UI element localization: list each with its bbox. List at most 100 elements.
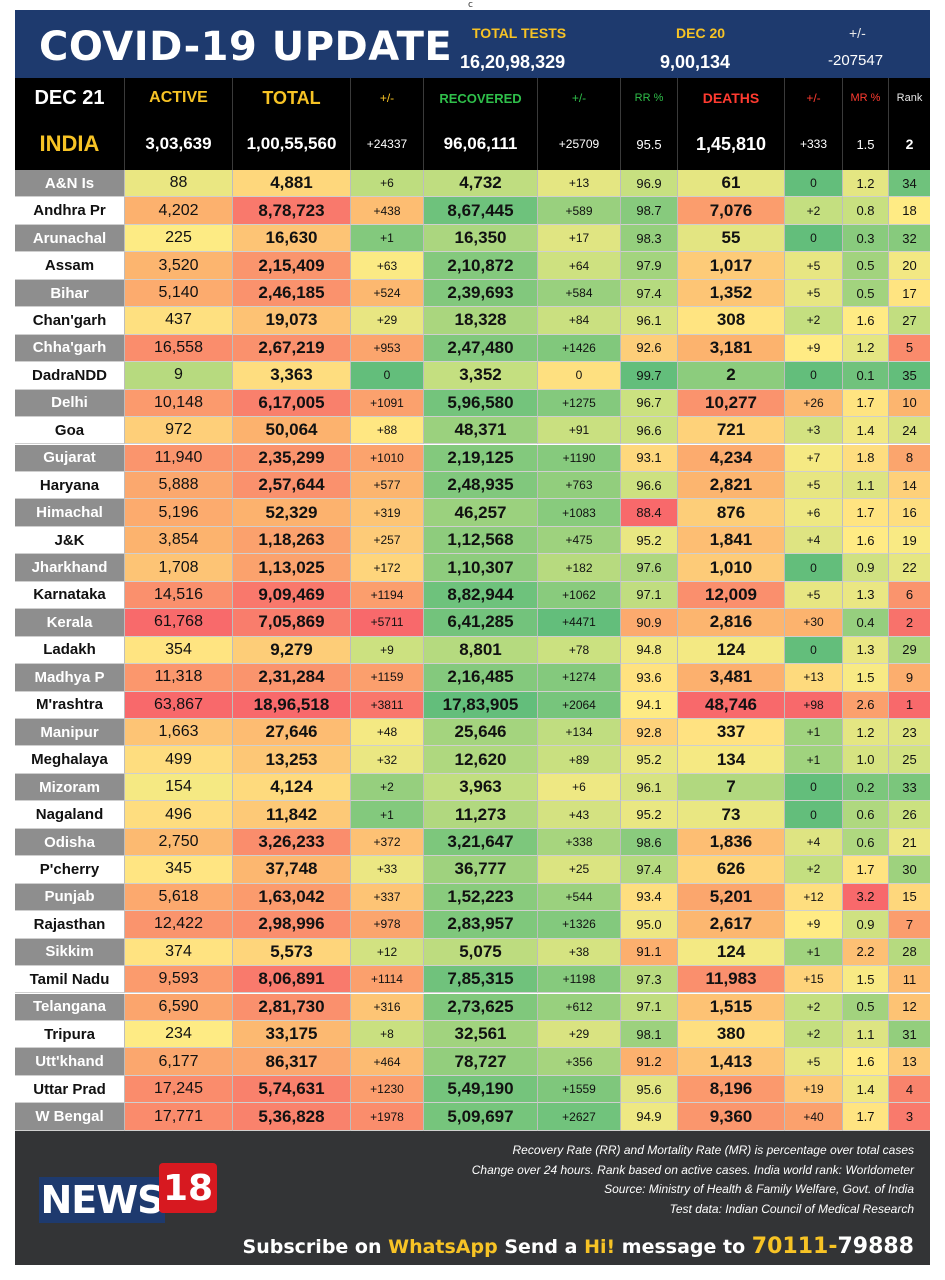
col-rank: Rank — [896, 92, 923, 104]
cell-recovered: 1,12,568 — [424, 526, 538, 555]
table-row: Telangana 6,590 2,81,730 +316 2,73,625 +612 97… — [15, 993, 930, 1021]
cell-deaths: 1,010 — [678, 554, 785, 582]
cell-deaths: 73 — [678, 801, 785, 829]
cell-total-change: +372 — [351, 828, 424, 857]
cell-rr: 96.7 — [621, 389, 678, 418]
cell-rank: 27 — [889, 307, 930, 335]
cell-rr: 97.1 — [621, 993, 678, 1021]
cell-recovered-change: +1062 — [538, 581, 621, 610]
cell-rank: 33 — [889, 773, 930, 802]
cell-rank: 14 — [889, 471, 930, 500]
cell-deaths: 124 — [678, 938, 785, 967]
table-row: Andhra Pr 4,202 8,78,723 +438 8,67,445 +589 98… — [15, 197, 930, 225]
cell-mr: 0.1 — [843, 362, 889, 390]
india-deaths: 1,45,810 — [678, 118, 785, 170]
cell-rr: 96.6 — [621, 417, 678, 445]
cell-rank: 4 — [889, 1075, 930, 1104]
cell-deaths: 8,196 — [678, 1075, 785, 1104]
cell-recovered: 3,963 — [424, 773, 538, 802]
cell-recovered: 1,52,223 — [424, 883, 538, 912]
cell-mr: 1.6 — [843, 526, 889, 555]
cell-rank: 1 — [889, 691, 930, 719]
cell-total-change: +29 — [351, 307, 424, 335]
india-active: 3,03,639 — [125, 118, 233, 170]
cell-active: 14,516 — [125, 581, 233, 610]
cell-active: 437 — [125, 307, 233, 335]
cell-active: 354 — [125, 636, 233, 665]
cell-deaths: 7,076 — [678, 197, 785, 225]
cell-recovered: 5,075 — [424, 938, 538, 967]
cell-deaths-change: +1 — [785, 719, 843, 747]
table-row: Madhya P 11,318 2,31,284 +1159 2,16,485 +1274… — [15, 664, 930, 692]
cell-total-change: +524 — [351, 279, 424, 308]
cell-total-change: +1 — [351, 801, 424, 829]
cell-rank: 17 — [889, 279, 930, 308]
cell-deaths: 1,352 — [678, 279, 785, 308]
cell-rr: 97.1 — [621, 581, 678, 610]
subscribe-text-3: message to — [615, 1236, 752, 1258]
logo-18-badge: 18 — [159, 1163, 217, 1213]
table-row: Sikkim 374 5,573 +12 5,075 +38 91.1 124 +1 2.2 28 — [15, 938, 930, 967]
cell-recovered-change: +763 — [538, 471, 621, 500]
cell-state: Jharkhand — [15, 554, 125, 582]
cell-deaths: 134 — [678, 746, 785, 774]
cell-active: 17,771 — [125, 1103, 233, 1131]
cell-deaths-change: +4 — [785, 828, 843, 857]
cell-rr: 90.9 — [621, 609, 678, 637]
cell-rank: 22 — [889, 554, 930, 582]
cell-state: W Bengal — [15, 1103, 125, 1131]
logo-news-text: NEWS — [39, 1177, 165, 1223]
cell-rank: 21 — [889, 828, 930, 857]
india-recovered-change: +25709 — [538, 118, 621, 170]
cell-deaths-change: 0 — [785, 773, 843, 802]
cell-mr: 0.6 — [843, 828, 889, 857]
cell-recovered-change: 0 — [538, 362, 621, 390]
cell-recovered-change: +25 — [538, 856, 621, 884]
table-row: Meghalaya 499 13,253 +32 12,620 +89 95.2 134 +1 1… — [15, 746, 930, 774]
cell-active: 17,245 — [125, 1075, 233, 1104]
cell-deaths-change: +1 — [785, 746, 843, 774]
date-tests-label: DEC 20 — [676, 25, 726, 41]
cell-state: DadraNDD — [15, 362, 125, 390]
cell-rr: 98.7 — [621, 197, 678, 225]
cell-state: Telangana — [15, 993, 125, 1021]
cell-total: 86,317 — [233, 1048, 351, 1076]
cell-mr: 0.8 — [843, 197, 889, 225]
col-deaths-change: +/- — [785, 78, 843, 118]
cell-total: 2,67,219 — [233, 334, 351, 363]
cell-rr: 88.4 — [621, 499, 678, 527]
cell-rank: 16 — [889, 499, 930, 527]
footnote-rates: Recovery Rate (RR) and Mortality Rate (M… — [512, 1143, 914, 1157]
cell-recovered: 78,727 — [424, 1048, 538, 1076]
cell-total: 50,064 — [233, 417, 351, 445]
cell-total: 3,26,233 — [233, 828, 351, 857]
cell-recovered: 36,777 — [424, 856, 538, 884]
cell-total: 5,36,828 — [233, 1103, 351, 1131]
cell-total-change: +3811 — [351, 691, 424, 719]
cell-active: 234 — [125, 1020, 233, 1049]
cell-active: 3,854 — [125, 526, 233, 555]
cell-rr: 95.2 — [621, 801, 678, 829]
cell-deaths: 10,277 — [678, 389, 785, 418]
cell-rr: 98.6 — [621, 828, 678, 857]
cell-mr: 0.6 — [843, 801, 889, 829]
cell-recovered-change: +1275 — [538, 389, 621, 418]
cell-recovered: 5,09,697 — [424, 1103, 538, 1131]
cell-rank: 11 — [889, 966, 930, 994]
cell-active: 6,590 — [125, 993, 233, 1021]
cell-recovered-change: +338 — [538, 828, 621, 857]
cell-mr: 1.6 — [843, 307, 889, 335]
cell-active: 499 — [125, 746, 233, 774]
cell-active: 4,202 — [125, 197, 233, 225]
india-mr: 1.5 — [843, 118, 889, 170]
cell-mr: 1.5 — [843, 966, 889, 994]
cell-recovered: 17,83,905 — [424, 691, 538, 719]
footnote-tests: Test data: Indian Council of Medical Res… — [669, 1201, 914, 1216]
col-active: ACTIVE — [125, 78, 233, 118]
cell-recovered: 1,10,307 — [424, 554, 538, 582]
cell-recovered: 8,82,944 — [424, 581, 538, 610]
table-row: Karnataka 14,516 9,09,469 +1194 8,82,944 +106… — [15, 581, 930, 610]
cell-rank: 31 — [889, 1020, 930, 1049]
cell-total-change: +1159 — [351, 664, 424, 692]
subscribe-text-1: Subscribe on — [242, 1236, 389, 1258]
